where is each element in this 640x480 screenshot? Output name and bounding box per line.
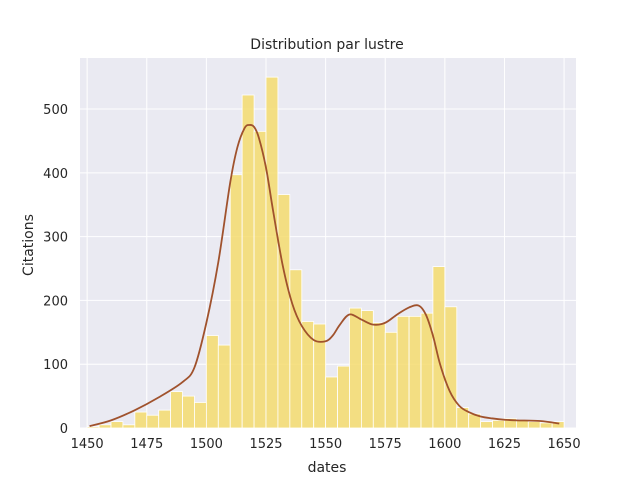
histogram-bar <box>98 424 112 429</box>
y-tick-label: 0 <box>60 422 68 437</box>
histogram-bar <box>539 422 553 429</box>
kde-curve <box>89 123 560 427</box>
x-tick-label: 1500 <box>190 437 223 452</box>
y-axis-title: Citations <box>21 214 37 276</box>
histogram-bar <box>492 419 505 429</box>
histogram-bars <box>86 76 565 429</box>
histogram-bar <box>313 323 327 429</box>
histogram-bar <box>384 331 398 429</box>
histogram-bar <box>241 94 255 429</box>
histogram-bar <box>551 421 565 429</box>
histogram-bar <box>360 310 374 429</box>
x-tick-label: 1475 <box>130 437 163 452</box>
histogram-bar <box>301 321 315 429</box>
histogram-bar <box>86 426 100 429</box>
histogram-bar <box>432 266 446 429</box>
histogram-bar <box>444 306 458 429</box>
histogram-bar <box>182 395 195 429</box>
x-axis-title: dates <box>308 460 347 476</box>
histogram-bar <box>265 76 279 429</box>
y-tick-label: 500 <box>43 103 68 118</box>
histogram-bar <box>205 335 219 429</box>
x-tick-label: 1525 <box>249 437 282 452</box>
x-tick-label: 1625 <box>488 437 521 452</box>
histogram-bar <box>527 421 541 429</box>
histogram-bar <box>396 315 410 429</box>
histogram-bar <box>349 307 362 429</box>
histogram-bar <box>110 421 124 429</box>
histogram-bar <box>170 391 183 429</box>
histogram-bar <box>253 130 267 429</box>
y-tick-label: 400 <box>43 167 68 182</box>
histogram-bar <box>289 269 303 429</box>
y-tick-label: 100 <box>43 358 68 373</box>
y-axis-ticks: 0 100 200 300 400 500 <box>43 103 68 437</box>
histogram-bar <box>217 344 231 429</box>
histogram-bar <box>122 424 136 429</box>
y-tick-label: 200 <box>43 294 68 309</box>
x-axis-ticks: 1450 1475 1500 1525 1550 1575 1600 1625 1650 <box>71 437 581 452</box>
x-tick-label: 1550 <box>309 437 342 452</box>
x-tick-label: 1450 <box>71 437 104 452</box>
x-tick-label: 1600 <box>428 437 461 452</box>
grid-lines <box>80 58 576 429</box>
histogram-bar <box>515 419 529 429</box>
histogram-bar <box>325 376 338 429</box>
histogram-bar <box>229 174 243 429</box>
histogram-bar <box>158 409 172 429</box>
histogram-bar <box>337 365 350 429</box>
histogram-bar <box>372 322 386 429</box>
histogram-bar <box>134 411 148 429</box>
x-tick-label: 1575 <box>369 437 402 452</box>
histogram-bar <box>194 402 207 429</box>
histogram-bar <box>480 421 493 429</box>
histogram-bar <box>146 414 160 429</box>
plot-area <box>80 58 576 428</box>
y-tick-label: 300 <box>43 231 68 246</box>
x-tick-label: 1650 <box>548 437 581 452</box>
histogram-bar <box>277 194 291 429</box>
chart-title: Distribution par lustre <box>250 37 403 53</box>
histogram-bar <box>408 315 422 429</box>
